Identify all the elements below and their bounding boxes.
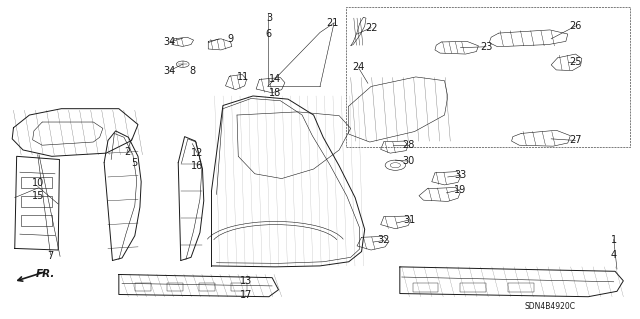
Text: 15: 15 [31,191,44,201]
Bar [21,177,52,188]
Text: 5: 5 [132,158,138,168]
Text: 8: 8 [189,66,195,76]
Text: 22: 22 [365,23,378,33]
Text: 31: 31 [403,215,415,225]
Bar [230,283,246,291]
Bar [413,283,438,292]
Text: 34: 34 [164,66,176,76]
Text: 2: 2 [124,146,131,157]
Text: 34: 34 [164,37,176,47]
Text: 32: 32 [378,235,390,246]
Text: FR.: FR. [36,269,55,279]
Text: 33: 33 [454,170,467,180]
Text: 6: 6 [266,29,272,39]
Bar [135,283,151,291]
Bar [167,283,182,291]
Text: 27: 27 [569,136,582,145]
Text: 14: 14 [269,73,282,84]
Bar [461,283,486,292]
Text: 10: 10 [31,178,44,188]
Text: SDN4B4920C: SDN4B4920C [524,302,575,311]
Text: 17: 17 [241,290,253,300]
Text: 1: 1 [611,234,617,245]
Text: 28: 28 [402,140,414,150]
Text: 16: 16 [191,161,204,171]
Text: 4: 4 [611,250,617,260]
Text: 9: 9 [228,34,234,44]
Bar [198,283,214,291]
Bar [21,196,52,207]
Text: 30: 30 [402,156,414,166]
Text: 11: 11 [237,72,250,82]
Bar [346,7,630,147]
Text: 26: 26 [569,21,582,31]
Text: 25: 25 [569,57,582,67]
Bar [21,215,52,226]
Text: 18: 18 [269,88,282,98]
Text: 23: 23 [480,42,492,52]
Text: 7: 7 [47,251,54,261]
Text: 19: 19 [454,185,467,195]
Text: 3: 3 [266,13,272,23]
Bar [508,283,534,292]
Text: 21: 21 [326,18,339,28]
Text: 24: 24 [352,63,365,72]
Text: 13: 13 [241,276,253,286]
Text: 12: 12 [191,148,204,158]
